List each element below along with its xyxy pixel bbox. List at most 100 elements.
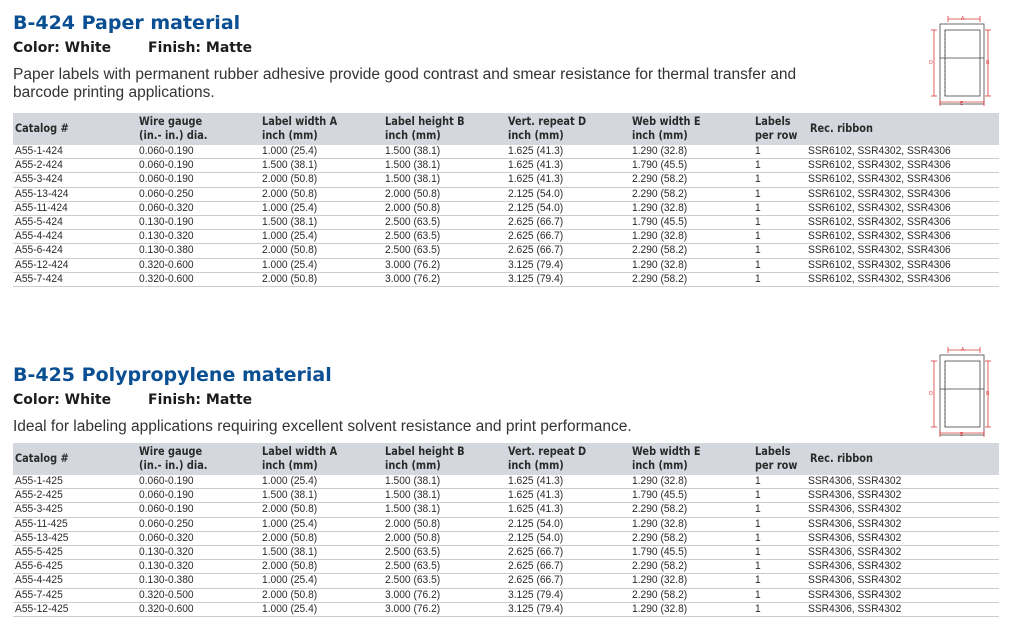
cell-label-height: 2.000 (50.8) (385, 531, 441, 544)
cell-web-width: 1.290 (32.8) (632, 145, 688, 157)
cell-rec-ribbon: SSR4306, SSR4302 (808, 517, 902, 530)
cell-wire-gauge: 0.060-0.190 (139, 503, 194, 516)
table-row: A55-3-424 0.060-0.190 2.000 (50.8) 1.500 (3… (13, 173, 999, 188)
cell-label-width: 1.000 (25.4) (262, 258, 318, 271)
section-title: B-425 Polypropylene material (13, 364, 332, 386)
diagram-label-e: E (960, 101, 963, 107)
cell-web-width: 1.790 (45.5) (632, 489, 688, 502)
cell-rec-ribbon: SSR6102, SSR4302, SSR4306 (808, 258, 951, 271)
table-row: A55-4-424 0.130-0.320 1.000 (25.4) 2.500 (6… (13, 230, 999, 245)
cell-catalog: A55-13-425 (15, 531, 69, 544)
cell-labels-per-row: 1 (755, 588, 761, 601)
cell-wire-gauge: 0.060-0.190 (139, 475, 194, 487)
cell-label-height: 2.500 (63.5) (385, 215, 441, 228)
cell-vert-repeat: 1.625 (41.3) (508, 489, 564, 502)
cell-label-height: 1.500 (38.1) (385, 159, 441, 172)
cell-wire-gauge: 0.060-0.190 (139, 159, 194, 172)
diagram-label-a: A (961, 16, 965, 22)
cell-label-width: 2.000 (50.8) (262, 187, 318, 200)
cell-label-width: 1.500 (38.1) (262, 215, 318, 228)
cell-label-height: 2.000 (50.8) (385, 187, 441, 200)
cell-vert-repeat: 1.625 (41.3) (508, 475, 564, 487)
cell-rec-ribbon: SSR6102, SSR4302, SSR4306 (808, 187, 951, 200)
cell-vert-repeat: 2.125 (54.0) (508, 187, 564, 200)
cell-label-height: 2.500 (63.5) (385, 574, 441, 587)
cell-rec-ribbon: SSR4306, SSR4302 (808, 588, 902, 601)
cell-catalog: A55-6-425 (15, 560, 63, 573)
cell-vert-repeat: 2.125 (54.0) (508, 531, 564, 544)
cell-catalog: A55-1-424 (15, 145, 63, 157)
cell-labels-per-row: 1 (755, 489, 761, 502)
cell-rec-ribbon: SSR4306, SSR4302 (808, 531, 902, 544)
header-catalog: Catalog # (15, 121, 69, 135)
cell-labels-per-row: 1 (755, 545, 761, 558)
diagram-label-d: D (929, 60, 933, 66)
finish-label: Finish: Matte (148, 392, 253, 408)
cell-label-height: 1.500 (38.1) (385, 489, 441, 502)
cell-label-width: 1.500 (38.1) (262, 545, 318, 558)
cell-wire-gauge: 0.060-0.190 (139, 489, 194, 502)
header-catalog: Catalog # (15, 451, 69, 465)
cell-rec-ribbon: SSR6102, SSR4302, SSR4306 (808, 215, 951, 228)
cell-label-height: 3.000 (76.2) (385, 272, 441, 285)
finish-label: Finish: Matte (148, 40, 253, 56)
cell-web-width: 1.290 (32.8) (632, 574, 688, 587)
cell-label-height: 3.000 (76.2) (385, 588, 441, 601)
cell-label-width: 1.000 (25.4) (262, 517, 318, 530)
cell-label-width: 1.000 (25.4) (262, 574, 318, 587)
cell-rec-ribbon: SSR6102, SSR4302, SSR4306 (808, 230, 951, 243)
cell-label-height: 3.000 (76.2) (385, 258, 441, 271)
cell-vert-repeat: 3.125 (79.4) (508, 258, 564, 271)
cell-rec-ribbon: SSR4306, SSR4302 (808, 602, 902, 615)
label-dimension-diagram: A B D E (928, 345, 996, 444)
diagram-label-b: B (986, 60, 990, 66)
cell-wire-gauge: 0.060-0.250 (139, 187, 194, 200)
label-dimension-diagram: A B D E (928, 14, 996, 113)
cell-catalog: A55-7-425 (15, 588, 63, 601)
table-body: A55-1-425 0.060-0.190 1.000 (25.4) 1.500 (3… (13, 475, 999, 617)
cell-rec-ribbon: SSR4306, SSR4302 (808, 560, 902, 573)
table-header: Catalog # Wire gauge (in.- in.) dia. Label … (13, 113, 999, 145)
cell-label-height: 3.000 (76.2) (385, 602, 441, 615)
cell-labels-per-row: 1 (755, 145, 761, 157)
header-wire-gauge: Wire gauge (in.- in.) dia. (139, 444, 208, 472)
header-rec-ribbon: Rec. ribbon (810, 451, 873, 465)
cell-label-height: 1.500 (38.1) (385, 503, 441, 516)
spec-table: Catalog # Wire gauge (in.- in.) dia. Label … (13, 443, 999, 617)
cell-labels-per-row: 1 (755, 531, 761, 544)
cell-label-height: 2.000 (50.8) (385, 201, 441, 214)
cell-rec-ribbon: SSR4306, SSR4302 (808, 475, 902, 487)
cell-catalog: A55-13-424 (15, 187, 69, 200)
cell-vert-repeat: 1.625 (41.3) (508, 173, 564, 186)
cell-web-width: 1.290 (32.8) (632, 475, 688, 487)
cell-catalog: A55-2-425 (15, 489, 63, 502)
cell-web-width: 1.290 (32.8) (632, 201, 688, 214)
cell-label-height: 1.500 (38.1) (385, 475, 441, 487)
cell-catalog: A55-5-425 (15, 545, 63, 558)
cell-rec-ribbon: SSR6102, SSR4302, SSR4306 (808, 173, 951, 186)
cell-labels-per-row: 1 (755, 215, 761, 228)
header-wire-gauge: Wire gauge (in.- in.) dia. (139, 114, 208, 142)
cell-web-width: 1.290 (32.8) (632, 258, 688, 271)
cell-web-width: 1.290 (32.8) (632, 602, 688, 615)
cell-web-width: 2.290 (58.2) (632, 244, 688, 257)
table-header: Catalog # Wire gauge (in.- in.) dia. Label … (13, 443, 999, 475)
cell-catalog: A55-4-424 (15, 230, 63, 243)
section-description: Paper labels with permanent rubber adhes… (13, 66, 797, 101)
cell-labels-per-row: 1 (755, 602, 761, 615)
cell-rec-ribbon: SSR4306, SSR4302 (808, 545, 902, 558)
cell-web-width: 2.290 (58.2) (632, 560, 688, 573)
cell-rec-ribbon: SSR6102, SSR4302, SSR4306 (808, 244, 951, 257)
cell-web-width: 2.290 (58.2) (632, 187, 688, 200)
table-row: A55-7-425 0.320-0.500 2.000 (50.8) 3.000 (7… (13, 589, 999, 603)
diagram-label-b: B (986, 391, 990, 397)
cell-web-width: 2.290 (58.2) (632, 531, 688, 544)
cell-rec-ribbon: SSR4306, SSR4302 (808, 503, 902, 516)
cell-label-width: 1.500 (38.1) (262, 159, 318, 172)
cell-rec-ribbon: SSR4306, SSR4302 (808, 489, 902, 502)
table-row: A55-12-425 0.320-0.600 1.000 (25.4) 3.000 (… (13, 603, 999, 617)
